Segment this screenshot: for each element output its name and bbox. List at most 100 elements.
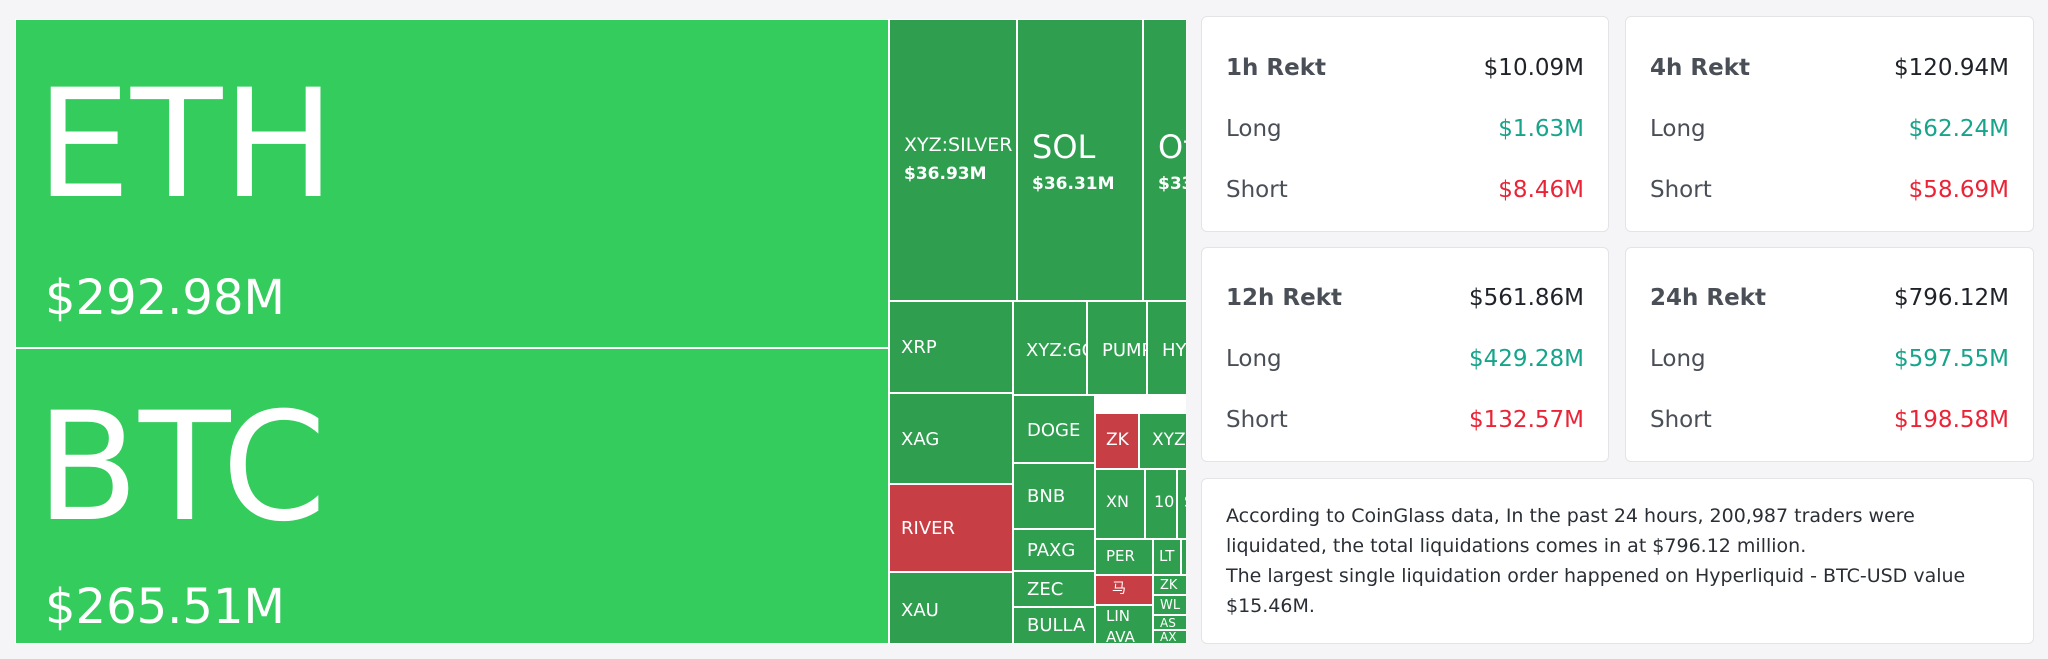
- treemap-tile-wl[interactable]: WL: [1153, 595, 1186, 615]
- stat-short-label: Short: [1650, 177, 1712, 203]
- tile-value: $36.93M: [904, 164, 987, 184]
- tile-symbol: WL: [1160, 598, 1181, 613]
- tile-symbol: LIN: [1106, 607, 1131, 625]
- stat-long-label: Long: [1650, 346, 1706, 372]
- stat-card-24h: 24h Rekt $796.12M Long $597.55M Short $1…: [1625, 247, 2034, 462]
- tile-value: $36.31M: [1032, 174, 1115, 194]
- tile-symbol: XRP: [901, 337, 937, 358]
- stat-title: 12h Rekt: [1226, 285, 1342, 311]
- stat-row-total: 4h Rekt $120.94M: [1650, 53, 2009, 83]
- liquidation-summary-card: According to CoinGlass data, In the past…: [1201, 478, 2034, 644]
- treemap-tile-s[interactable]: S: [1177, 469, 1186, 539]
- tile-symbol: HY: [1162, 340, 1186, 361]
- tile-symbol: DOGE: [1027, 420, 1081, 441]
- treemap-tile-bulla[interactable]: BULLA: [1013, 607, 1095, 644]
- treemap-tile-xn[interactable]: XN: [1095, 469, 1145, 539]
- tile-symbol: ZEC: [1027, 579, 1064, 600]
- stat-row-long: Long $1.63M: [1226, 114, 1584, 144]
- treemap-tile-doge[interactable]: DOGE: [1013, 395, 1095, 463]
- tile-symbol: PUMP: [1102, 340, 1146, 361]
- stat-long-label: Long: [1226, 346, 1282, 372]
- treemap-tile-xyz-go[interactable]: XYZ:GO: [1013, 301, 1087, 395]
- stat-short-value: $132.57M: [1469, 407, 1584, 433]
- stat-long-value: $1.63M: [1498, 116, 1584, 142]
- tile-symbol: AX: [1160, 630, 1177, 644]
- treemap-tile-btc[interactable]: BTC $265.51M: [15, 348, 889, 644]
- stat-short-value: $198.58M: [1894, 407, 2009, 433]
- summary-line-2: The largest single liquidation order hap…: [1226, 565, 1966, 617]
- treemap-tile-xrp[interactable]: XRP: [889, 301, 1013, 393]
- tile-symbol: XN: [1106, 492, 1129, 511]
- stat-long-label: Long: [1650, 116, 1706, 142]
- stat-long-label: Long: [1226, 116, 1282, 142]
- summary-line-1: According to CoinGlass data, In the past…: [1226, 505, 1915, 557]
- tile-symbol: S: [1184, 494, 1186, 510]
- treemap-tile-bnb[interactable]: BNB: [1013, 463, 1095, 529]
- treemap-tile-lin[interactable]: LIN AVA: [1095, 605, 1153, 644]
- tile-symbol: AVA: [1106, 628, 1135, 644]
- stat-short-label: Short: [1226, 407, 1288, 433]
- treemap-tile-per[interactable]: PER: [1095, 539, 1153, 575]
- tile-symbol: XYZ:SILVER: [904, 134, 1013, 156]
- tile-symbol: BTC: [36, 381, 327, 555]
- tile-symbol: AS: [1160, 616, 1176, 630]
- tile-symbol: ETH: [36, 58, 336, 232]
- stat-row-total: 12h Rekt $561.86M: [1226, 283, 1584, 313]
- stat-card-1h: 1h Rekt $10.09M Long $1.63M Short $8.46M: [1201, 16, 1609, 232]
- treemap-tile-xau[interactable]: XAU: [889, 572, 1013, 644]
- treemap-tile-as[interactable]: AS: [1153, 615, 1186, 630]
- stat-row-long: Long $62.24M: [1650, 114, 2009, 144]
- tile-symbol: ZK: [1106, 430, 1129, 450]
- tile-symbol: BNB: [1027, 486, 1066, 507]
- treemap-tile-xyz[interactable]: XYZ: [1139, 413, 1186, 469]
- treemap-tile-others[interactable]: Ot $33: [1143, 19, 1186, 301]
- tile-value: $292.98M: [45, 270, 285, 326]
- stat-short-label: Short: [1650, 407, 1712, 433]
- tile-symbol: BULLA: [1027, 615, 1086, 636]
- liquidation-treemap: ETH $292.98M BTC $265.51M XYZ:SILVER $36…: [15, 19, 1186, 644]
- stat-total: $796.12M: [1894, 285, 2009, 311]
- tile-symbol: XAU: [901, 600, 939, 621]
- stat-card-12h: 12h Rekt $561.86M Long $429.28M Short $1…: [1201, 247, 1609, 462]
- tile-symbol: XYZ:GO: [1026, 340, 1086, 361]
- summary-text: According to CoinGlass data, In the past…: [1226, 501, 2009, 621]
- stat-row-long: Long $429.28M: [1226, 344, 1584, 374]
- tile-value: $33: [1158, 174, 1186, 194]
- stat-row-short: Short $58.69M: [1650, 175, 2009, 205]
- tile-symbol: 马: [1112, 581, 1126, 597]
- treemap-tile-lt[interactable]: LT: [1153, 539, 1181, 575]
- treemap-tile-xag[interactable]: XAG: [889, 393, 1013, 484]
- stat-long-value: $597.55M: [1894, 346, 2009, 372]
- tile-symbol: RIVER: [901, 518, 956, 539]
- stat-total: $10.09M: [1483, 55, 1584, 81]
- treemap-tile-w[interactable]: W: [1181, 539, 1186, 575]
- stat-long-value: $429.28M: [1469, 346, 1584, 372]
- treemap-tile-zec[interactable]: ZEC: [1013, 571, 1095, 607]
- stat-card-4h: 4h Rekt $120.94M Long $62.24M Short $58.…: [1625, 16, 2034, 232]
- treemap-tile-zk[interactable]: ZK: [1095, 413, 1139, 469]
- treemap-tile-zk-2[interactable]: ZK: [1153, 575, 1186, 595]
- tile-symbol: 10: [1154, 492, 1175, 511]
- stat-title: 1h Rekt: [1226, 55, 1326, 81]
- stat-total: $120.94M: [1894, 55, 2009, 81]
- treemap-tile-hy[interactable]: HY: [1147, 301, 1186, 395]
- treemap-tile-sol[interactable]: SOL $36.31M: [1017, 19, 1143, 301]
- tile-symbol: LT: [1159, 547, 1175, 565]
- tile-symbol: XAG: [901, 429, 940, 450]
- tile-symbol: PER: [1106, 547, 1135, 565]
- treemap-tile-xyz-silver[interactable]: XYZ:SILVER $36.93M: [889, 19, 1017, 301]
- treemap-tile-eth[interactable]: ETH $292.98M: [15, 19, 889, 348]
- stat-row-total: 24h Rekt $796.12M: [1650, 283, 2009, 313]
- treemap-tile-ma[interactable]: 马: [1095, 575, 1153, 605]
- treemap-tile-river[interactable]: RIVER: [889, 484, 1013, 572]
- tile-symbol: ZK: [1160, 578, 1178, 593]
- tile-value: $265.51M: [45, 579, 285, 635]
- treemap-tile-10[interactable]: 10: [1145, 469, 1177, 539]
- treemap-tile-paxg[interactable]: PAXG: [1013, 529, 1095, 571]
- treemap-tile-ax[interactable]: AX: [1153, 630, 1186, 644]
- tile-symbol: PAXG: [1027, 540, 1076, 561]
- treemap-tile-pump[interactable]: PUMP: [1087, 301, 1147, 395]
- tile-symbol: Ot: [1158, 128, 1186, 166]
- stat-short-label: Short: [1226, 177, 1288, 203]
